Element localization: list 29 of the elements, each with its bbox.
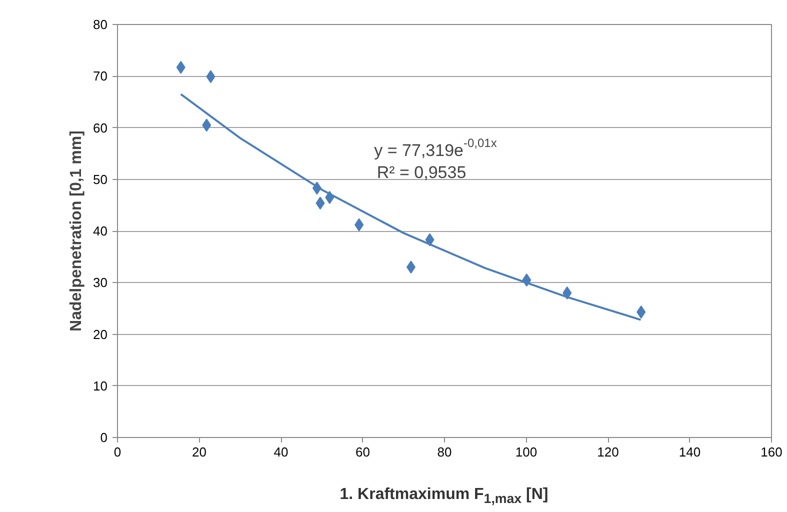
x-tick-label: 120 [597, 444, 619, 460]
y-tick-label: 30 [93, 275, 108, 290]
y-axis-title: Nadelpenetration [0,1 mm] [68, 130, 86, 332]
point [176, 60, 186, 74]
point [316, 196, 325, 210]
y-tick-label: 60 [93, 120, 108, 136]
x-tick-label: 60 [356, 444, 370, 460]
x-tick-label: 100 [515, 444, 538, 460]
annotation: R² = 0,9535 [376, 163, 466, 182]
y-tick-label: 80 [93, 17, 108, 32]
point [206, 70, 216, 84]
x-tick-label: 140 [678, 444, 701, 460]
y-tick-label: 10 [93, 378, 108, 394]
line-series [180, 93, 642, 321]
y-tick-label: 70 [93, 68, 108, 84]
x-tick-label: 40 [274, 444, 288, 460]
point [202, 118, 212, 132]
y-tick-label: 40 [93, 224, 108, 238]
x-tick-label: 80 [437, 444, 452, 460]
x-tick-label: 160 [760, 444, 782, 460]
y-tick-label: 50 [93, 172, 108, 187]
y-tick-label: 0 [100, 430, 108, 445]
point [354, 218, 364, 232]
point [406, 260, 416, 274]
x-axis-title: 1. Kraftmaximum F$_{1,max}$ [N] [340, 485, 548, 508]
point [636, 306, 646, 319]
x-tick-label: 20 [192, 444, 206, 460]
x-tick-label: 0 [114, 444, 122, 460]
y-tick-label: 20 [93, 326, 108, 342]
